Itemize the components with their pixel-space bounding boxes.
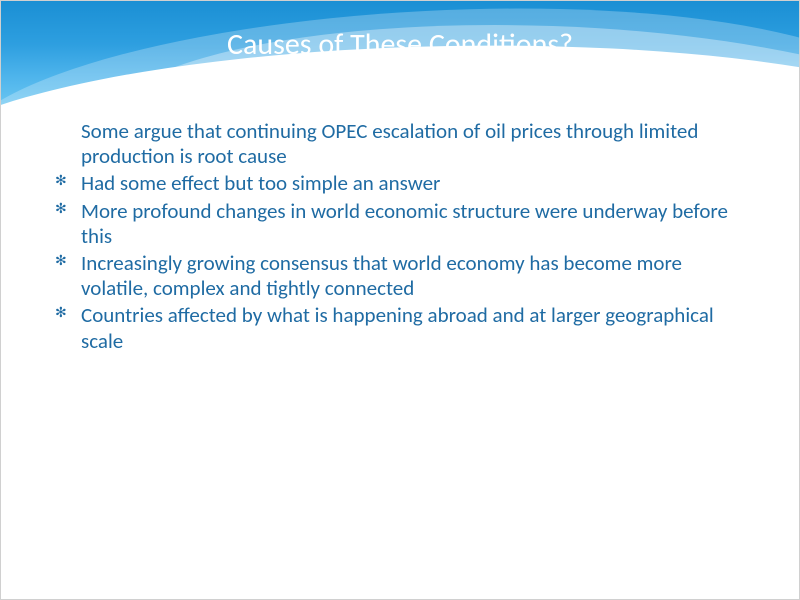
- header-band: Causes of These Conditions?: [1, 1, 799, 111]
- bullet-item: Countries affected by what is happening …: [61, 303, 739, 353]
- bullet-item: Increasingly growing consensus that worl…: [61, 251, 739, 301]
- bullet-item: Some argue that continuing OPEC escalati…: [61, 119, 739, 169]
- slide-content: Some argue that continuing OPEC escalati…: [1, 111, 799, 354]
- slide-container: Causes of These Conditions? Some argue t…: [0, 0, 800, 600]
- bullet-item: More profound changes in world economic …: [61, 199, 739, 249]
- bullet-item: Had some effect but too simple an answer: [61, 171, 739, 196]
- bullet-list: Some argue that continuing OPEC escalati…: [61, 119, 739, 354]
- slide-title: Causes of These Conditions?: [1, 26, 799, 63]
